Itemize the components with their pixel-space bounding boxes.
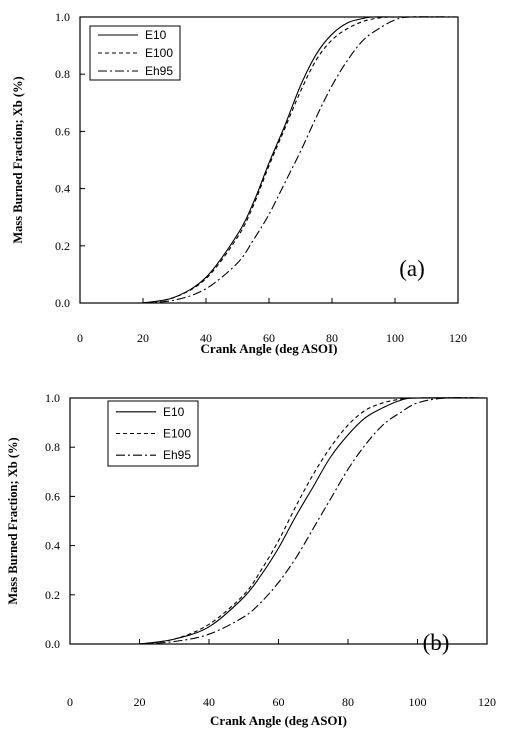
y-tick-label: 0.6 [55, 124, 70, 138]
x-tick-label: 100 [386, 331, 404, 345]
x-tick-label: 20 [134, 695, 146, 709]
legend-label-eh95: Eh95 [145, 64, 173, 78]
x-tick-label: 80 [342, 695, 354, 709]
legend-label-e10: E10 [163, 405, 185, 419]
y-tick-label: 0.2 [55, 239, 70, 253]
x-tick-label: 40 [203, 695, 215, 709]
x-tick-label: 60 [273, 695, 285, 709]
y-tick-label: 0.4 [45, 539, 60, 553]
y-tick-label: 1.0 [55, 10, 70, 24]
x-tick-label: 100 [409, 695, 427, 709]
x-tick-label: 0 [77, 331, 83, 345]
panel-label: (b) [423, 630, 450, 655]
y-tick-label: 0.8 [45, 440, 60, 454]
y-tick-label: 0.4 [55, 182, 70, 196]
x-axis-label: Crank Angle (deg ASOI) [210, 713, 347, 728]
y-tick-label: 0.8 [55, 67, 70, 81]
y-tick-label: 1.0 [45, 391, 60, 405]
legend-label-e10: E10 [145, 28, 167, 42]
x-tick-label: 20 [137, 331, 149, 345]
legend-label-e100: E100 [163, 427, 191, 441]
x-tick-label: 120 [478, 695, 496, 709]
x-axis-label: Crank Angle (deg ASOI) [201, 341, 338, 356]
y-tick-label: 0.0 [45, 637, 60, 651]
legend-label-e100: E100 [145, 46, 173, 60]
panel-label: (a) [399, 256, 425, 281]
chart-panel-b: 0.0 0.2 0.4 0.6 0.8 1.0 0 20 40 60 80 100 120 Crank A… [6, 391, 496, 728]
x-tick-label: 0 [67, 695, 73, 709]
y-tick-label: 0.0 [55, 296, 70, 310]
y-tick-label: 0.2 [45, 588, 60, 602]
legend-label-eh95: Eh95 [163, 448, 191, 462]
x-tick-label: 120 [449, 331, 467, 345]
y-tick-label: 0.6 [45, 489, 60, 503]
y-axis-label: Mass Burned Fraction; Xb (%) [6, 437, 20, 604]
y-axis-label: Mass Burned Fraction; Xb (%) [11, 76, 25, 243]
